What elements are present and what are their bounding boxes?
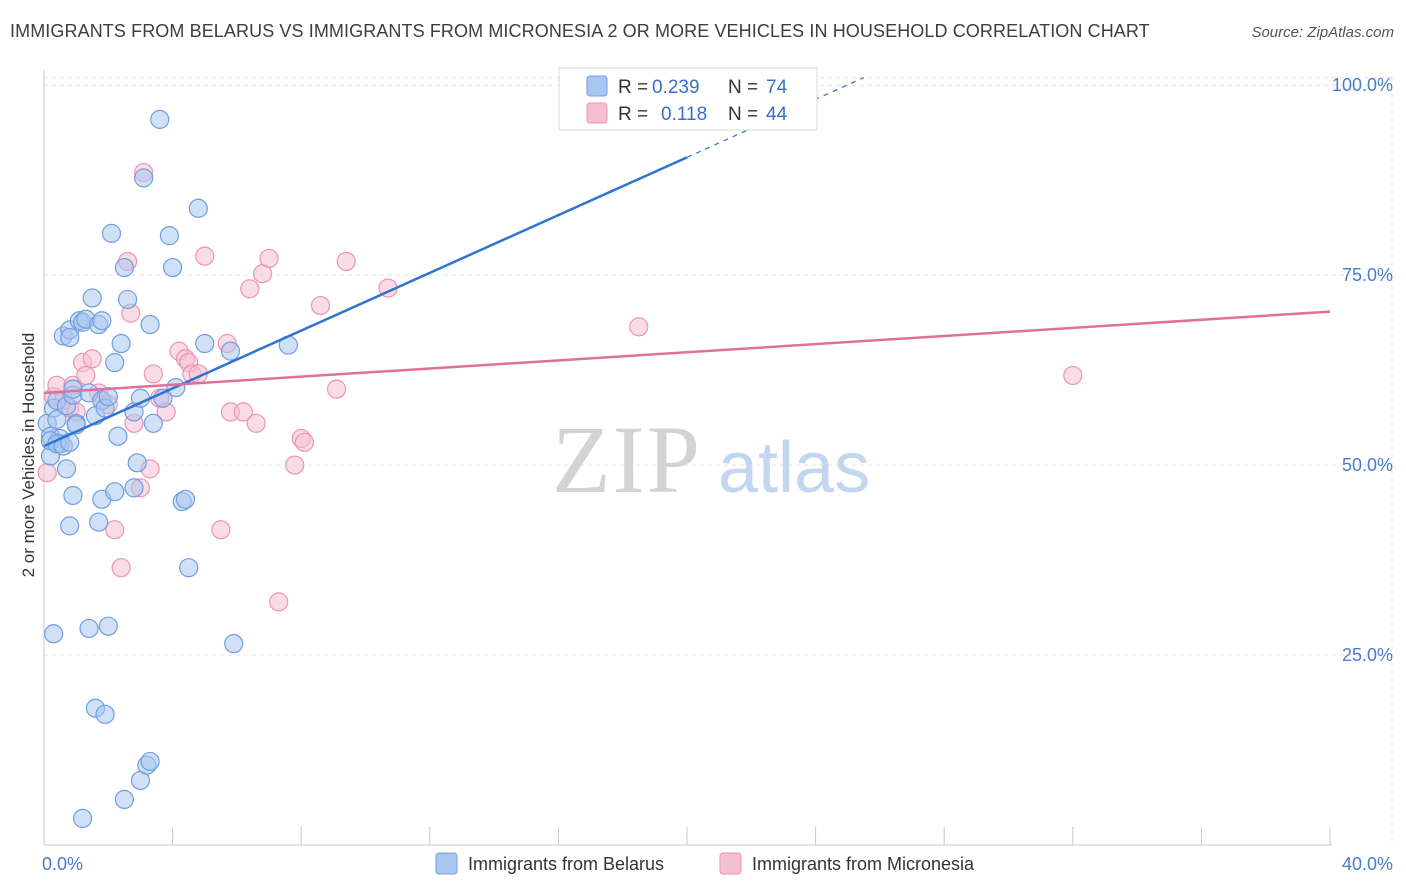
point-belarus	[224, 634, 244, 654]
point-micronesia	[326, 379, 347, 399]
x-tick-label: 0.0%	[42, 854, 83, 874]
legend-n-value-blue: 74	[766, 77, 788, 98]
series-legend-label-blue: Immigrants from Belarus	[468, 854, 664, 874]
legend-swatch-blue	[586, 75, 608, 97]
y-tick-label: 100.0%	[1332, 75, 1393, 95]
point-belarus	[89, 512, 109, 532]
point-belarus	[63, 485, 83, 506]
point-micronesia	[294, 432, 315, 452]
point-micronesia	[1063, 365, 1083, 386]
trend-line-belarus-extension	[686, 77, 865, 158]
chart-title: IMMIGRANTS FROM BELARUS VS IMMIGRANTS FR…	[10, 21, 1150, 41]
legend-r-value-pink: 0.118	[661, 104, 707, 125]
series-legend-swatch-blue	[435, 852, 458, 875]
point-belarus	[163, 257, 183, 278]
data-points	[37, 71, 1083, 829]
point-micronesia	[111, 558, 131, 578]
legend-n-label-blue: N =	[728, 77, 758, 98]
point-micronesia	[37, 463, 57, 483]
y-axis-label-group: 2 or more Vehicles in Household	[19, 333, 38, 578]
point-belarus	[63, 379, 83, 399]
source-label: Source: ZipAtlas.com	[1251, 24, 1394, 41]
series-legend-label-pink: Immigrants from Micronesia	[752, 854, 975, 874]
point-micronesia	[629, 317, 649, 337]
point-micronesia	[285, 455, 305, 475]
stats-legend: R = 0.239 N = 74 R = 0.118 N = 44	[558, 67, 818, 131]
point-micronesia	[246, 413, 266, 433]
point-micronesia	[310, 295, 331, 316]
watermark-atlas: atlas	[718, 428, 870, 508]
point-belarus	[124, 478, 144, 498]
point-micronesia	[143, 364, 163, 384]
point-belarus	[47, 409, 67, 430]
point-belarus	[82, 288, 102, 308]
watermark: ZIP atlas	[552, 406, 870, 513]
point-belarus	[92, 311, 112, 331]
point-belarus	[140, 751, 160, 772]
watermark-zip: ZIP	[552, 406, 702, 513]
point-belarus	[95, 704, 115, 724]
point-belarus	[56, 459, 77, 479]
point-belarus	[195, 333, 215, 354]
point-belarus	[60, 432, 80, 452]
y-axis-label: 2 or more Vehicles in Household	[19, 333, 38, 578]
x-tick-label: 40.0%	[1342, 854, 1393, 874]
point-micronesia	[82, 349, 102, 369]
y-tick-label: 50.0%	[1342, 455, 1393, 475]
point-micronesia	[105, 520, 125, 540]
trend-lines	[43, 77, 1331, 448]
point-micronesia	[233, 402, 253, 422]
y-tick-label: 75.0%	[1342, 265, 1393, 285]
point-belarus	[98, 616, 118, 636]
legend-n-value-pink: 44	[766, 104, 788, 125]
point-belarus	[60, 516, 80, 536]
point-belarus	[188, 198, 208, 218]
trend-line-micronesia	[43, 310, 1331, 395]
point-micronesia	[259, 248, 279, 269]
point-belarus	[79, 618, 99, 639]
point-belarus	[114, 257, 134, 278]
point-micronesia	[195, 246, 215, 266]
legend-r-label-pink: R =	[618, 104, 648, 125]
point-belarus	[105, 352, 125, 373]
point-micronesia	[76, 365, 96, 386]
legend-swatch-pink	[586, 102, 608, 124]
point-belarus	[60, 327, 80, 348]
trend-line-belarus	[43, 156, 688, 448]
tick-labels: 25.0% 50.0% 75.0% 100.0% 0.0% 40.0%	[42, 75, 1393, 874]
point-belarus	[175, 489, 196, 509]
legend-r-label-blue: R =	[618, 77, 648, 98]
point-belarus	[134, 168, 154, 188]
legend-r-value-blue: 0.239	[652, 77, 700, 98]
series-legend-swatch-pink	[719, 852, 742, 875]
point-belarus	[220, 341, 241, 361]
point-micronesia	[240, 279, 260, 299]
point-micronesia	[269, 592, 289, 612]
point-belarus	[117, 289, 138, 310]
point-belarus	[44, 624, 64, 644]
point-belarus	[108, 426, 128, 446]
series-legend: Immigrants from Belarus Immigrants from …	[435, 852, 975, 875]
point-belarus	[150, 109, 170, 129]
point-belarus	[143, 413, 163, 433]
y-tick-label: 25.0%	[1342, 645, 1393, 665]
point-micronesia	[336, 251, 356, 272]
point-belarus	[105, 482, 125, 502]
point-belarus	[111, 333, 131, 354]
legend-n-label-pink: N =	[728, 104, 758, 125]
point-belarus	[140, 314, 160, 335]
point-belarus	[159, 226, 179, 246]
point-belarus	[179, 558, 199, 578]
point-belarus	[101, 223, 122, 243]
point-belarus	[127, 453, 147, 473]
point-micronesia	[211, 520, 231, 540]
point-belarus	[72, 808, 93, 829]
point-belarus	[114, 789, 134, 810]
